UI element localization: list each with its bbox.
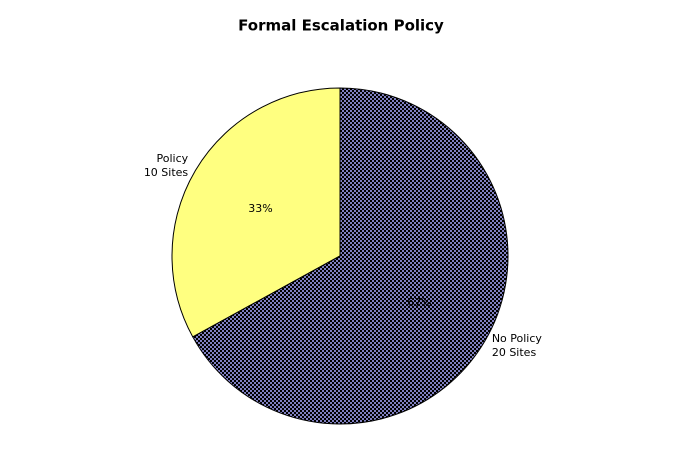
category-sublabel: 20 Sites — [492, 346, 537, 359]
category-label: Policy — [157, 152, 189, 165]
chart-title: Formal Escalation Policy — [238, 17, 444, 35]
category-label: No Policy — [492, 332, 543, 345]
pie-slice — [192, 87, 509, 425]
value-label: 33% — [248, 202, 272, 215]
category-sublabel: 10 Sites — [144, 166, 189, 179]
value-label: 67% — [407, 296, 431, 309]
pie-slice — [171, 87, 341, 338]
